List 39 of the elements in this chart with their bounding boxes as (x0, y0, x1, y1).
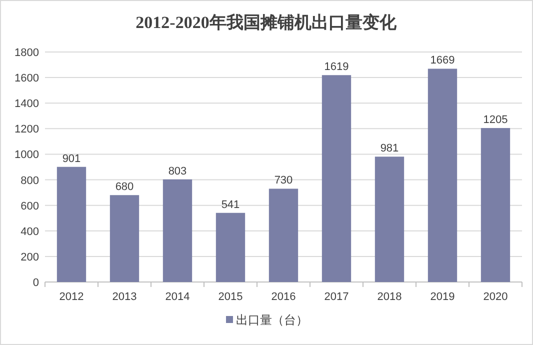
bar (268, 188, 298, 282)
x-tick-label: 2018 (377, 291, 402, 303)
y-tick-label: 1200 (14, 124, 39, 136)
bar (374, 156, 404, 282)
data-label: 1205 (483, 114, 508, 126)
data-label: 730 (274, 174, 293, 187)
data-label: 1669 (430, 54, 455, 67)
x-tick-label: 2014 (165, 291, 190, 303)
data-label: 1619 (324, 61, 349, 74)
x-tick-label: 2016 (271, 291, 296, 303)
x-tick-label: 2012 (59, 291, 84, 303)
x-tick-label: 2020 (483, 291, 508, 303)
y-tick-label: 0 (32, 277, 39, 289)
data-label: 803 (168, 165, 187, 178)
y-tick-label: 1400 (14, 98, 39, 110)
x-tick-label: 2019 (430, 291, 455, 303)
data-label: 541 (221, 198, 240, 211)
bar (216, 212, 246, 282)
legend-label: 出口量（台） (236, 313, 308, 327)
y-tick-label: 400 (20, 226, 39, 238)
y-tick-label: 1000 (14, 149, 39, 162)
bar (162, 179, 192, 282)
bar (110, 195, 140, 282)
bar (428, 68, 458, 282)
data-label: 901 (62, 152, 81, 165)
bar (480, 128, 510, 282)
y-tick-label: 800 (20, 174, 39, 187)
data-label: 981 (380, 142, 399, 155)
y-tick-label: 200 (20, 251, 39, 264)
y-tick-label: 600 (20, 200, 39, 212)
bar (322, 75, 352, 282)
y-tick-label: 1800 (14, 47, 39, 59)
y-tick-label: 1600 (14, 72, 39, 85)
x-tick-label: 2013 (112, 291, 137, 303)
x-tick-label: 2015 (218, 291, 243, 303)
x-tick-label: 2017 (324, 291, 349, 303)
bar (56, 166, 86, 282)
chart-title: 2012-2020年我国摊铺机出口量变化 (136, 13, 398, 32)
data-label: 680 (115, 181, 134, 194)
